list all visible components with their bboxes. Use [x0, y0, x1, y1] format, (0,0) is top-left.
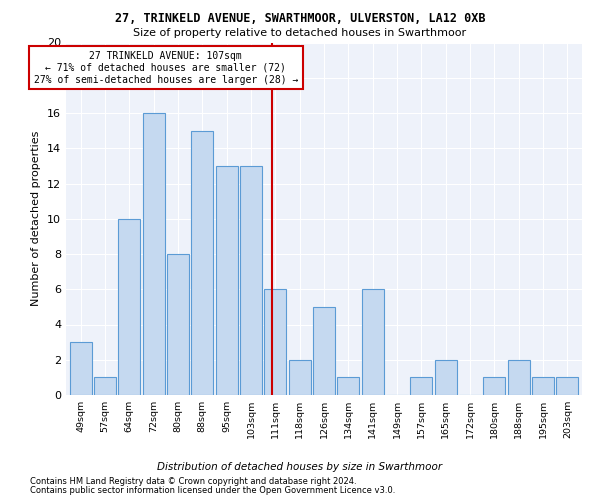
Text: Size of property relative to detached houses in Swarthmoor: Size of property relative to detached ho… [133, 28, 467, 38]
Bar [484, 378, 505, 395]
Bar [289, 360, 311, 395]
Bar [167, 254, 189, 395]
Bar [435, 360, 457, 395]
Bar [143, 113, 164, 395]
Bar [265, 289, 286, 395]
Bar [94, 378, 116, 395]
Text: 27, TRINKELD AVENUE, SWARTHMOOR, ULVERSTON, LA12 0XB: 27, TRINKELD AVENUE, SWARTHMOOR, ULVERST… [115, 12, 485, 26]
Text: Distribution of detached houses by size in Swarthmoor: Distribution of detached houses by size … [157, 462, 443, 472]
Bar [240, 166, 262, 395]
Text: Contains public sector information licensed under the Open Government Licence v3: Contains public sector information licen… [30, 486, 395, 495]
Y-axis label: Number of detached properties: Number of detached properties [31, 131, 41, 306]
Bar [410, 378, 433, 395]
Bar [508, 360, 530, 395]
Text: Contains HM Land Registry data © Crown copyright and database right 2024.: Contains HM Land Registry data © Crown c… [30, 477, 356, 486]
Bar [532, 378, 554, 395]
Bar [70, 342, 92, 395]
Bar [556, 378, 578, 395]
Bar [191, 130, 213, 395]
Bar [362, 289, 383, 395]
Bar [313, 307, 335, 395]
Bar [118, 219, 140, 395]
Bar [215, 166, 238, 395]
Bar [337, 378, 359, 395]
Text: 27 TRINKELD AVENUE: 107sqm
← 71% of detached houses are smaller (72)
27% of semi: 27 TRINKELD AVENUE: 107sqm ← 71% of deta… [34, 52, 298, 84]
